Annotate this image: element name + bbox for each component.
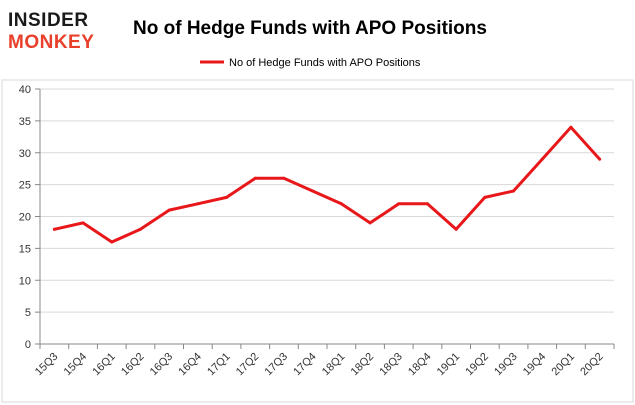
data-point <box>425 202 429 206</box>
logo-line-2: MONKEY <box>8 32 94 53</box>
data-point <box>225 195 229 199</box>
data-point <box>339 202 343 206</box>
chart-title: No of Hedge Funds with APO Positions <box>133 18 487 39</box>
x-axis: 15Q3 15Q4 16Q1 16Q2 16Q3 16Q4 17Q1 17Q2 17Q3 17Q4… <box>33 343 615 379</box>
data-point <box>454 227 458 231</box>
x-tick-label: 20Q1 <box>550 351 578 379</box>
series-layer <box>52 125 602 244</box>
x-tick-label: 19Q1 <box>435 351 463 379</box>
y-tick-label: 35 <box>19 116 31 128</box>
x-tick-label: 17Q1 <box>205 351 233 379</box>
y-tick-label: 0 <box>25 339 31 351</box>
data-point <box>569 125 573 129</box>
data-point <box>483 195 487 199</box>
x-tick-label: 16Q1 <box>90 351 118 379</box>
data-point <box>110 240 114 244</box>
x-tick-label: 18Q3 <box>377 351 405 379</box>
x-tick-label: 19Q3 <box>492 351 520 379</box>
data-point <box>138 227 142 231</box>
data-point <box>167 208 171 212</box>
logo: INSIDER MONKEY <box>8 10 94 53</box>
plot-border <box>1 79 634 403</box>
y-tick-label: 40 <box>19 84 31 96</box>
data-point <box>81 221 85 225</box>
x-tick-label: 16Q4 <box>176 351 204 379</box>
x-tick-label: 15Q3 <box>33 351 61 379</box>
series-line-0 <box>52 125 602 244</box>
grid <box>40 88 614 345</box>
data-point <box>512 189 516 193</box>
data-point <box>368 221 372 225</box>
y-tick-label: 25 <box>19 180 31 192</box>
data-point <box>311 189 315 193</box>
x-tick-label: 16Q3 <box>148 351 176 379</box>
y-tick-label: 30 <box>19 148 31 160</box>
x-tick-label: 20Q2 <box>578 351 606 379</box>
y-tick-label: 5 <box>25 307 31 319</box>
x-tick-label: 17Q4 <box>291 351 319 379</box>
data-point <box>397 202 401 206</box>
data-point <box>196 202 200 206</box>
legend-label: No of Hedge Funds with APO Positions <box>229 57 421 69</box>
x-tick-label: 18Q2 <box>349 351 377 379</box>
x-tick-label: 18Q1 <box>320 351 348 379</box>
legend: No of Hedge Funds with APO Positions <box>200 57 421 69</box>
data-point <box>282 176 286 180</box>
y-tick-label: 10 <box>19 275 31 287</box>
x-tick-label: 17Q2 <box>234 351 262 379</box>
data-point <box>540 157 544 161</box>
y-axis: 0 5 10 15 20 25 30 35 40 <box>19 84 41 351</box>
data-point <box>253 176 257 180</box>
x-tick-label: 16Q2 <box>119 351 147 379</box>
x-tick-label: 18Q4 <box>406 351 434 379</box>
data-point <box>52 227 56 231</box>
y-tick-label: 15 <box>19 243 31 255</box>
x-tick-label: 17Q3 <box>263 351 291 379</box>
x-tick-label: 19Q4 <box>521 351 549 379</box>
logo-line-1: INSIDER <box>8 10 89 31</box>
x-tick-label: 15Q4 <box>62 351 90 379</box>
data-point <box>598 157 602 161</box>
y-tick-label: 20 <box>19 212 31 224</box>
x-tick-label: 19Q2 <box>463 351 491 379</box>
